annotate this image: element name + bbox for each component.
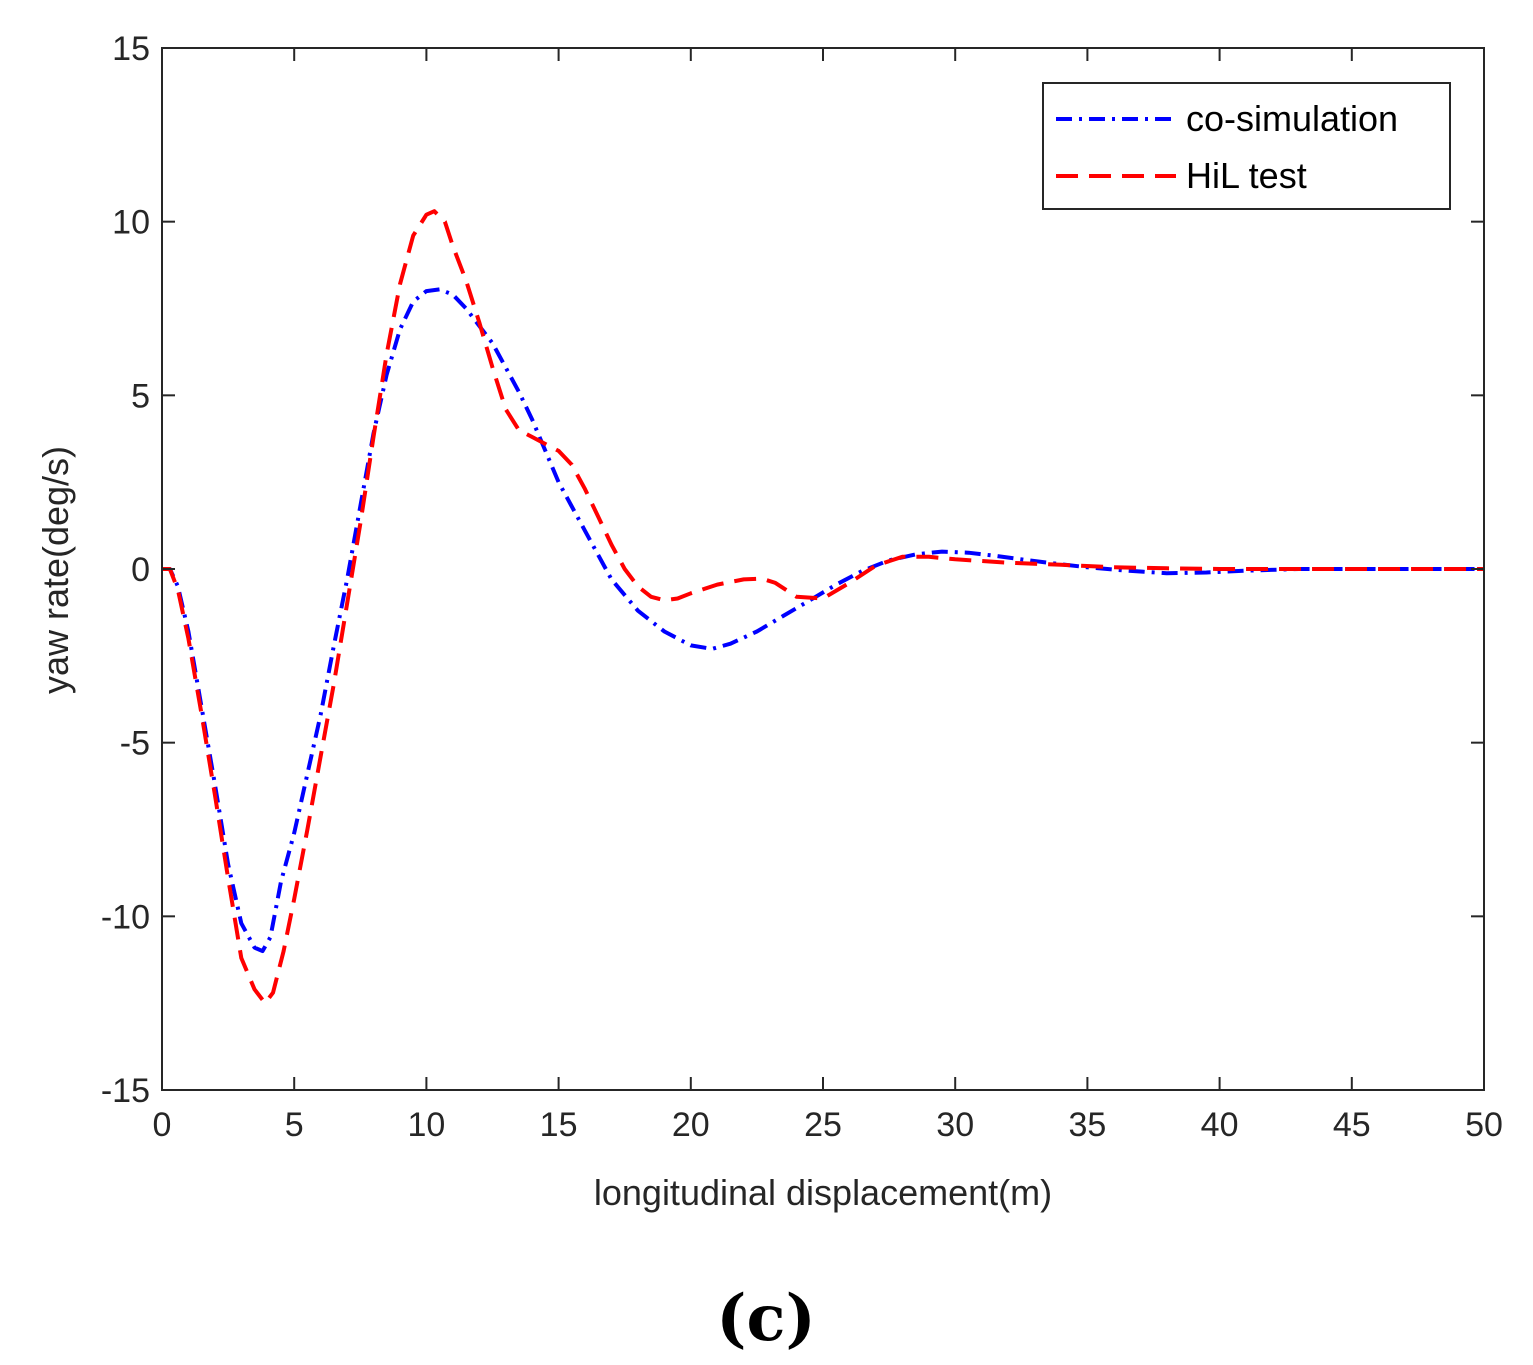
y-tick-label: -15 bbox=[101, 1072, 150, 1110]
x-tick-label: 50 bbox=[1465, 1106, 1503, 1144]
x-tick-label: 25 bbox=[804, 1106, 842, 1144]
x-axis-title: longitudinal displacement(m) bbox=[594, 1172, 1052, 1213]
series-layer bbox=[162, 209, 1484, 1006]
x-tick-label: 40 bbox=[1201, 1106, 1239, 1144]
legend-label-co-simulation: co-simulation bbox=[1186, 98, 1398, 139]
x-tick-label: 30 bbox=[936, 1106, 974, 1144]
legend-box bbox=[1042, 82, 1451, 210]
x-tick-label: 20 bbox=[672, 1106, 710, 1144]
y-tick-label: 15 bbox=[112, 30, 150, 68]
y-tick-label: -5 bbox=[120, 725, 150, 763]
x-tick-label: 45 bbox=[1333, 1106, 1371, 1144]
series-line-co-simulation bbox=[162, 287, 1484, 954]
legend: co-simulation HiL test bbox=[1042, 82, 1451, 210]
x-tick-label: 0 bbox=[153, 1106, 172, 1144]
x-tick-label: 15 bbox=[540, 1106, 578, 1144]
x-tick-label: 10 bbox=[407, 1106, 445, 1144]
y-axis-title: yaw rate(deg/s) bbox=[35, 446, 76, 694]
ticks-layer: 0 5 10 15 20 25 30 35 40 45 50 -15 -10 -5 0 5 10 15 bbox=[101, 30, 1503, 1144]
y-tick-label: 5 bbox=[131, 377, 150, 415]
figure-caption: (c) bbox=[716, 1281, 816, 1356]
x-tick-label: 35 bbox=[1068, 1106, 1106, 1144]
y-tick-label: 10 bbox=[112, 204, 150, 242]
legend-label-hil-test: HiL test bbox=[1186, 155, 1307, 196]
y-tick-label: -10 bbox=[101, 898, 150, 936]
y-tick-label: 0 bbox=[131, 551, 150, 589]
series-line-hil-test bbox=[162, 209, 1484, 1006]
x-tick-label: 5 bbox=[285, 1106, 304, 1144]
